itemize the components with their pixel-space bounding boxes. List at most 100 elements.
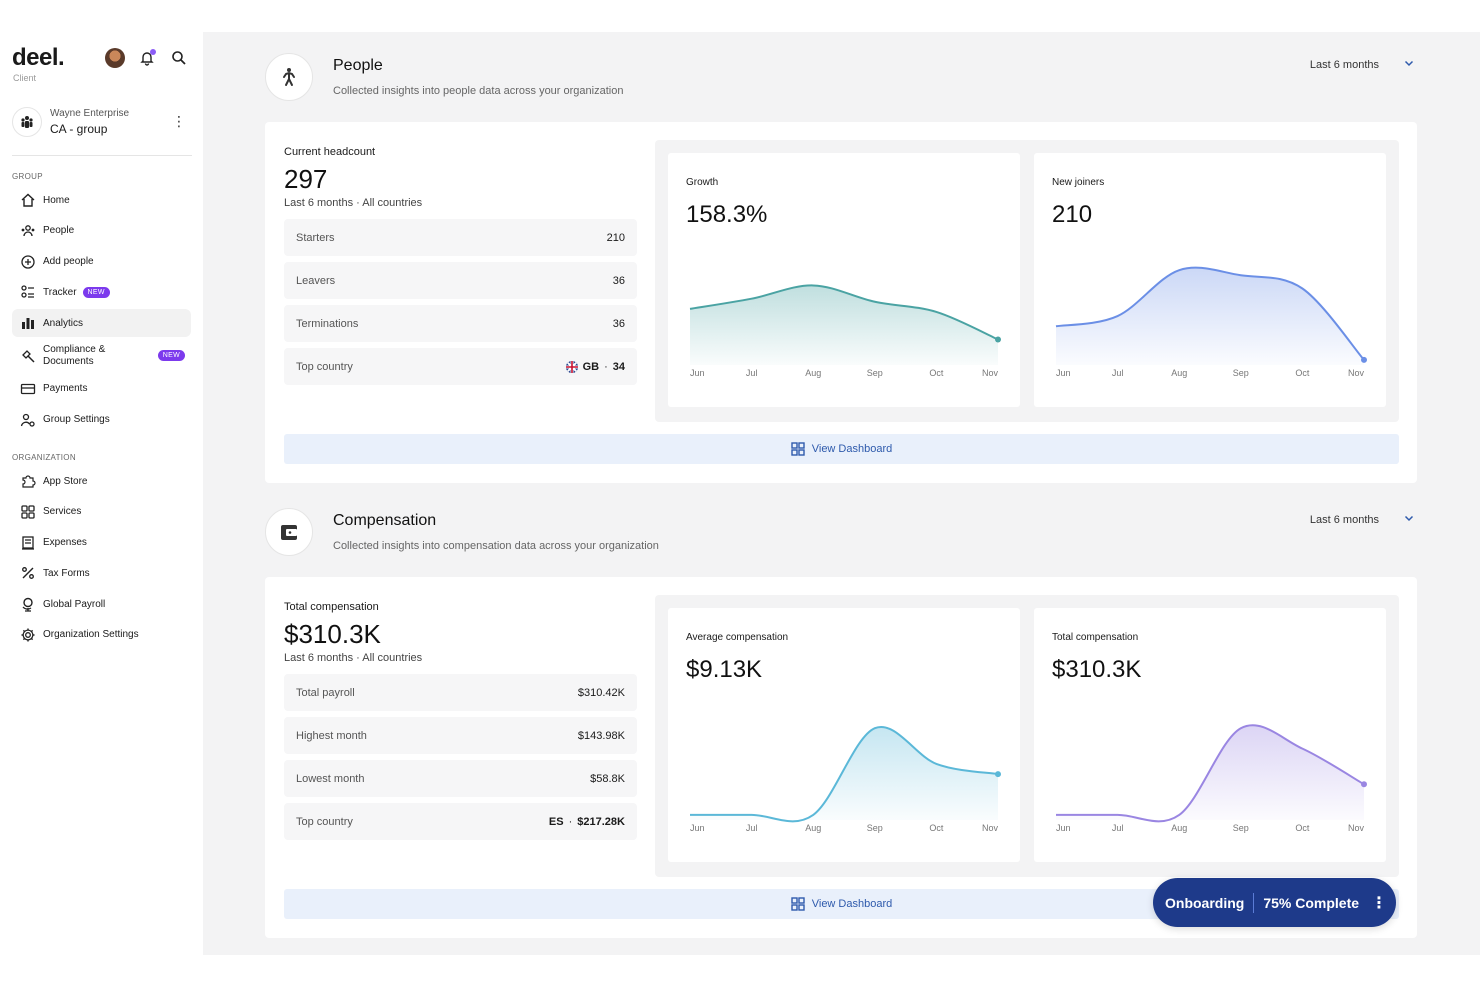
person-walking-icon [265, 53, 313, 101]
stat-row: Starters 210 [284, 219, 637, 256]
sidebar-item-label: People [43, 225, 75, 237]
x-tick-label: Aug [805, 823, 821, 833]
sidebar-item-tracker[interactable]: Tracker NEW [12, 278, 191, 306]
headcount-label: Current headcount [284, 146, 376, 158]
org-logo-icon [12, 107, 42, 137]
people-view-dashboard-button[interactable]: View Dashboard [284, 434, 1399, 464]
compensation-period-dropdown[interactable]: Last 6 months [1310, 512, 1415, 527]
period-label: Last 6 months [1309, 58, 1379, 71]
x-tick-label: Sep [1233, 823, 1249, 833]
analytics-icon [20, 315, 36, 331]
sidebar-item-home[interactable]: Home [12, 186, 191, 214]
dashboard-grid-icon [791, 442, 805, 456]
people-subtitle: Collected insights into people data acro… [333, 85, 624, 97]
x-tick-label: Aug [1171, 368, 1187, 378]
last-point-marker [1361, 356, 1367, 363]
bell-icon[interactable] [137, 48, 157, 68]
org-switcher[interactable]: Wayne Enterprise CA - group ⋮ [12, 106, 192, 138]
sidebar-item-label: Group Settings [43, 414, 110, 426]
avatar[interactable] [105, 48, 125, 68]
chart-title: New joiners [1052, 177, 1105, 188]
chart-area [690, 285, 998, 365]
sidebar-item-label: Tracker [43, 286, 77, 298]
stat-row: Lowest month $58.8K [284, 760, 637, 797]
org-menu-icon[interactable]: ⋮ [172, 113, 186, 129]
people-card: Current headcount 297 Last 6 months · Al… [265, 122, 1417, 483]
stat-row: Terminations 36 [284, 305, 637, 342]
wallet-icon [265, 508, 313, 556]
grid-icon [20, 504, 36, 520]
x-tick-label: Nov [1348, 368, 1365, 378]
chart-headline: 158.3% [686, 201, 768, 228]
puzzle-icon [20, 473, 36, 489]
compensation-section-header: Compensation Collected insights into com… [265, 508, 1415, 558]
search-icon[interactable] [169, 48, 189, 68]
onboarding-progress-pill[interactable]: Onboarding 75% Complete ⋮ [1153, 878, 1396, 927]
growth-chart-card: Growth 158.3% Jun Jul Aug Sep Oct Nov [668, 153, 1020, 407]
average-compensation-chart-card: Average compensation $9.13K Jun Jul Aug Sep… [668, 608, 1020, 862]
sidebar-item-group-settings[interactable]: Group Settings [12, 406, 191, 434]
x-tick-label: Nov [982, 823, 999, 833]
x-tick-label: Aug [1171, 823, 1187, 833]
sidebar-item-organization-settings[interactable]: Organization Settings [12, 621, 191, 649]
top-country-value: $217.28K [577, 815, 625, 828]
sidebar-item-label: Payments [43, 383, 88, 395]
add-circle-icon [20, 254, 36, 270]
people-period-dropdown[interactable]: Last 6 months [1310, 57, 1415, 72]
sidebar-item-analytics[interactable]: Analytics [12, 309, 191, 338]
tracker-icon [20, 284, 36, 300]
chart-headline: $9.13K [686, 656, 763, 683]
sidebar-item-services[interactable]: Services [12, 498, 191, 526]
sidebar-item-tax-forms[interactable]: Tax Forms [12, 559, 191, 587]
people-title: People [333, 57, 383, 74]
notification-dot [150, 49, 156, 55]
compensation-title: Compensation [333, 512, 437, 529]
dashboard-grid-icon [791, 897, 805, 911]
logo-subtitle: Client [13, 73, 37, 83]
sidebar: deel. Client Wayne Enterprise CA - group… [0, 32, 203, 955]
stat-row: Total payroll $310.42K [284, 674, 637, 711]
top-country-code: ES [548, 815, 564, 828]
group-settings-icon [20, 412, 36, 428]
sidebar-item-app-store[interactable]: App Store [12, 467, 191, 495]
chart-area [1056, 725, 1364, 822]
sidebar-item-payments[interactable]: Payments [12, 375, 191, 403]
series-line [1055, 266, 1365, 361]
onboarding-label: Onboarding [1165, 894, 1245, 911]
new-badge: NEW [82, 286, 110, 298]
last-point-marker [1361, 781, 1367, 788]
onboarding-menu-icon[interactable]: ⋮ [1371, 894, 1388, 912]
stat-row: Top country GB · 34 [284, 348, 637, 385]
x-tick-label: Jun [1056, 823, 1071, 833]
stat-row: Top country ES · $217.28K [284, 803, 637, 840]
sidebar-item-global-payroll[interactable]: Global Payroll [12, 590, 191, 618]
organization-nav: App Store Services Expenses Tax Forms Gl… [12, 467, 191, 652]
sidebar-item-label: Home [43, 194, 70, 206]
sidebar-item-label: Tax Forms [43, 567, 90, 579]
gear-icon [20, 627, 36, 643]
card-icon [20, 381, 36, 397]
chevron-down-icon [1403, 57, 1415, 72]
stat-row: Highest month $143.98K [284, 717, 637, 754]
headcount-period: Last 6 months · All countries [284, 197, 423, 209]
x-tick-label: Oct [929, 368, 944, 378]
x-tick-label: Jun [690, 823, 705, 833]
sidebar-item-compliance[interactable]: Compliance & Documents NEW [12, 340, 191, 372]
x-tick-label: Sep [867, 823, 883, 833]
sidebar-item-label: Services [43, 506, 82, 518]
x-tick-label: Oct [1295, 368, 1310, 378]
total-compensation-value: $310.3K [284, 619, 381, 649]
sidebar-item-people[interactable]: People [12, 217, 191, 245]
main-content: People Collected insights into people da… [203, 32, 1480, 955]
people-icon [20, 223, 36, 239]
x-tick-label: Jun [1056, 368, 1071, 378]
x-tick-label: Oct [1295, 823, 1310, 833]
view-dashboard-label: View Dashboard [811, 443, 893, 455]
organization-section-label: ORGANIZATION [12, 453, 76, 462]
sidebar-item-expenses[interactable]: Expenses [12, 529, 191, 557]
deel-logo[interactable]: deel. [12, 44, 65, 71]
sidebar-item-add-people[interactable]: Add people [12, 248, 191, 276]
series-line [689, 725, 999, 823]
view-dashboard-label: View Dashboard [811, 898, 893, 910]
